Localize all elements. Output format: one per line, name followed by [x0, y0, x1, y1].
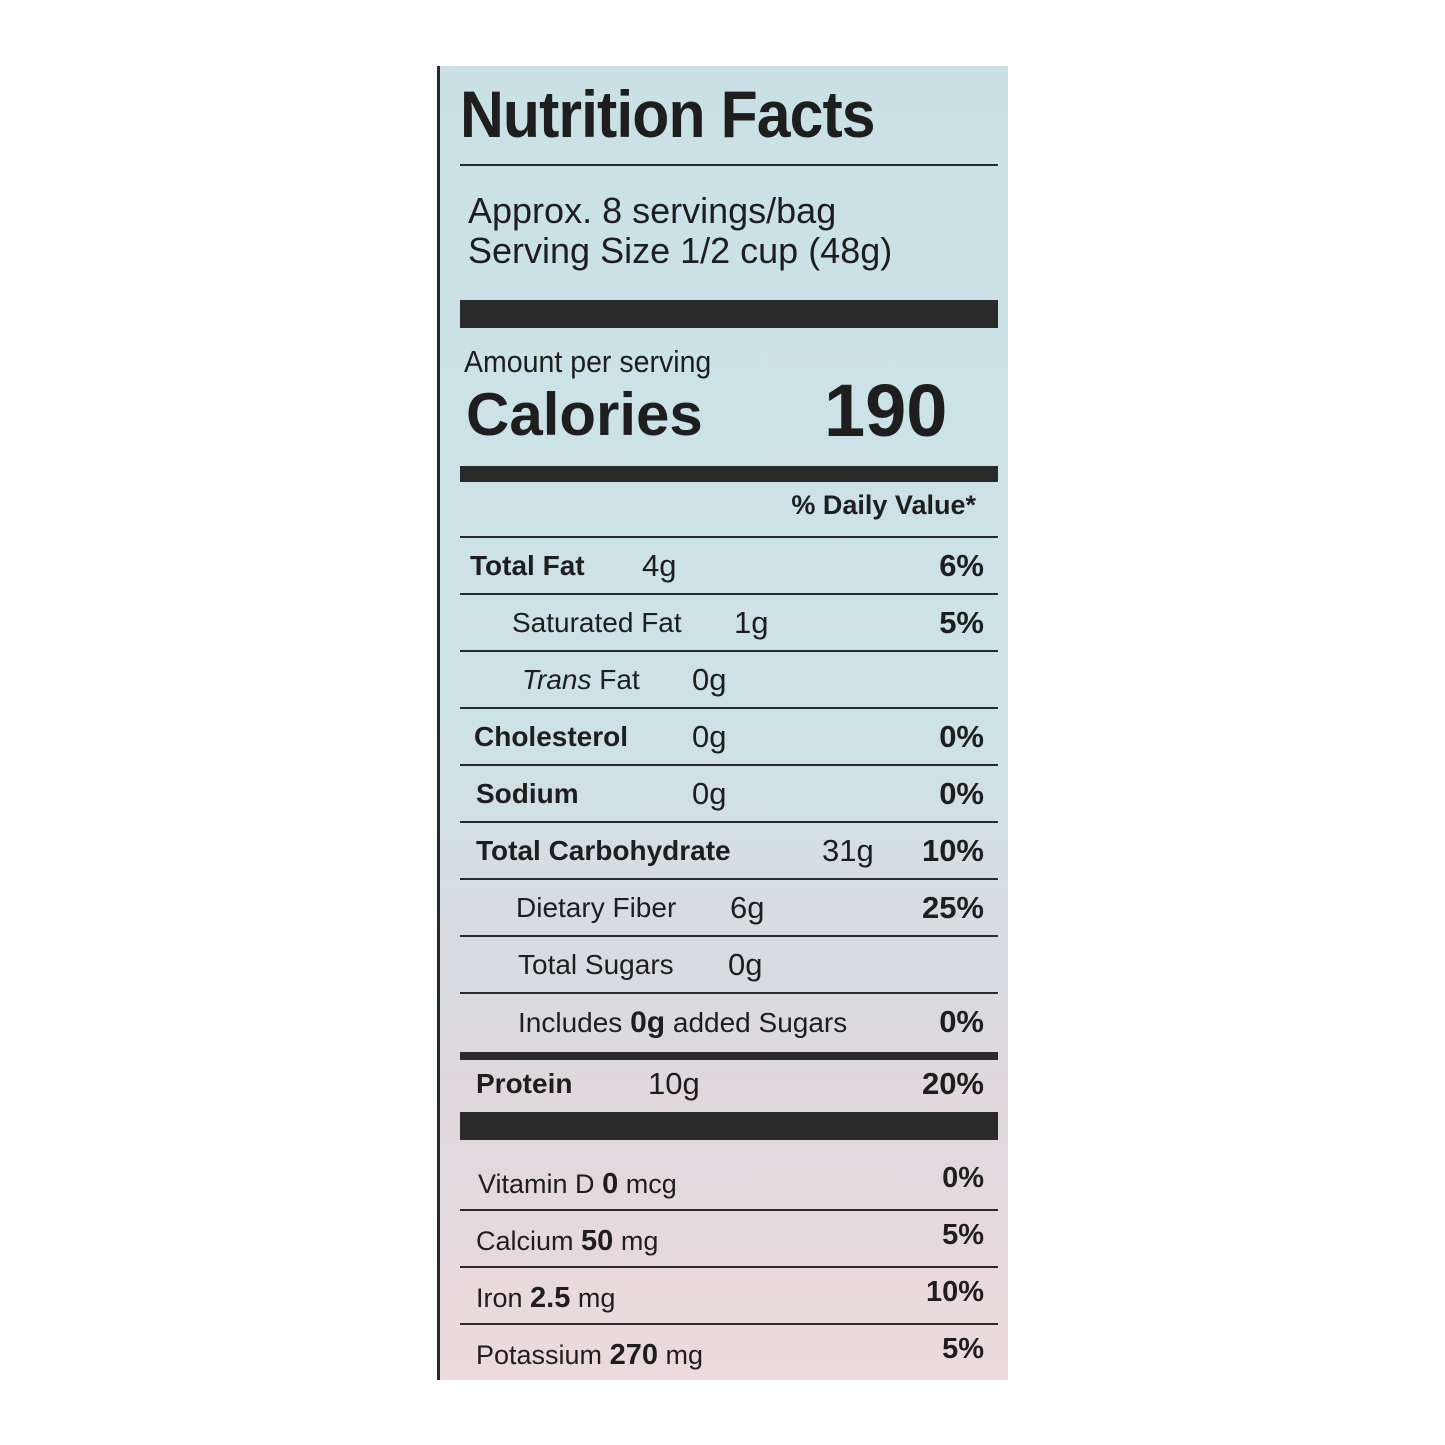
amount-per-serving: Amount per serving [464, 344, 712, 379]
nutrient-amount: 0g [692, 719, 727, 754]
vitamin-dv: 5% [942, 1333, 984, 1365]
nutrient-name: Total Carbohydrate [476, 835, 731, 866]
nutrient-name: Total Fat [470, 550, 585, 581]
daily-value-header: % Daily Value* [791, 490, 976, 520]
vitamin-name: Iron 2.5 mg [476, 1282, 616, 1314]
medium-divider [460, 1052, 998, 1060]
nutrient-amount: 4g [642, 548, 677, 583]
nutrient-row-total-fat: Total Fat 4g 6% [460, 538, 998, 595]
nutrient-name: Cholesterol [474, 721, 629, 752]
nutrient-row-saturated-fat: Saturated Fat 1g 5% [460, 595, 998, 652]
nutrient-dv: 0% [939, 776, 984, 811]
nutrient-name: Saturated Fat [512, 607, 682, 638]
nutrient-amount: 0g [728, 947, 763, 982]
nutrient-row-sodium: Sodium 0g 0% [460, 766, 998, 823]
nutrient-amount: 10g [648, 1066, 700, 1101]
vitamin-dv: 0% [942, 1162, 984, 1194]
vitamin-name: Vitamin D 0 mcg [478, 1168, 677, 1200]
nutrient-amount: 0g [692, 662, 727, 697]
nutrient-row-trans-fat: Trans Fat 0g [460, 652, 998, 709]
nutrient-dv: 6% [939, 548, 984, 583]
nutrient-name: Total Sugars [518, 949, 674, 980]
divider [460, 164, 998, 166]
servings-per-container: Approx. 8 servings/bag [468, 190, 837, 231]
nutrient-row-dietary-fiber: Dietary Fiber 6g 25% [460, 880, 998, 937]
vitamin-row-vitamin-d: Vitamin D 0 mcg 0% [460, 1154, 998, 1211]
nutrient-name: Dietary Fiber [516, 892, 677, 923]
thick-divider [460, 1112, 998, 1140]
nutrition-facts-label: Nutrition Facts Approx. 8 servings/bag S… [437, 66, 1008, 1380]
nutrient-amount: 31g [822, 833, 874, 868]
nutrient-row-total-carbohydrate: Total Carbohydrate 31g 10% [460, 823, 998, 880]
nutrient-name: Trans Fat [522, 664, 640, 695]
vitamin-name: Calcium 50 mg [476, 1225, 659, 1257]
nutrient-dv: 10% [921, 833, 984, 868]
nutrient-amount: 6g [730, 890, 765, 925]
nutrient-dv: 20% [921, 1066, 984, 1101]
label-title: Nutrition Facts [460, 77, 876, 151]
medium-divider [460, 466, 998, 482]
nutrient-dv: 0% [939, 719, 984, 754]
nutrient-dv: 5% [939, 605, 984, 640]
nutrient-row-protein: Protein 10g 20% [460, 1060, 998, 1117]
nutrient-name: Includes 0g added Sugars [518, 1006, 848, 1039]
nutrient-row-added-sugars: Includes 0g added Sugars 0% [460, 994, 998, 1051]
vitamin-row-calcium: Calcium 50 mg 5% [460, 1211, 998, 1268]
nutrient-name: Sodium [476, 778, 579, 809]
thick-divider [460, 300, 998, 328]
vitamin-dv: 10% [925, 1276, 984, 1308]
vitamin-name: Potassium 270 mg [476, 1339, 703, 1371]
nutrient-amount: 0g [692, 776, 727, 811]
vitamin-row-iron: Iron 2.5 mg 10% [460, 1268, 998, 1325]
serving-size: Serving Size 1/2 cup (48g) [468, 230, 893, 271]
vitamin-row-potassium: Potassium 270 mg 5% [460, 1325, 998, 1382]
calories-label: Calories [466, 381, 703, 448]
calories-value: 190 [824, 369, 948, 452]
divider [460, 536, 998, 538]
vitamin-dv: 5% [942, 1219, 984, 1251]
nutrient-dv: 25% [921, 890, 984, 925]
nutrient-name: Protein [476, 1068, 573, 1099]
nutrient-row-cholesterol: Cholesterol 0g 0% [460, 709, 998, 766]
nutrient-dv: 0% [939, 1004, 984, 1039]
nutrient-amount: 1g [734, 605, 769, 640]
nutrient-row-total-sugars: Total Sugars 0g [460, 937, 998, 994]
